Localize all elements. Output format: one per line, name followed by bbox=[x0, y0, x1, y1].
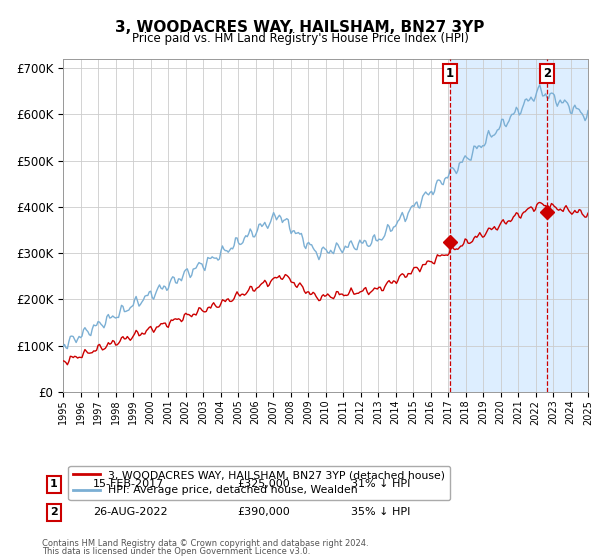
Text: 26-AUG-2022: 26-AUG-2022 bbox=[93, 507, 167, 517]
Bar bbox=[450, 59, 600, 392]
Text: 15-FEB-2017: 15-FEB-2017 bbox=[93, 479, 164, 489]
Text: Contains HM Land Registry data © Crown copyright and database right 2024.: Contains HM Land Registry data © Crown c… bbox=[42, 539, 368, 548]
Text: 1: 1 bbox=[446, 67, 454, 80]
Text: 2: 2 bbox=[50, 507, 58, 517]
Text: £325,000: £325,000 bbox=[237, 479, 290, 489]
Text: 3, WOODACRES WAY, HAILSHAM, BN27 3YP: 3, WOODACRES WAY, HAILSHAM, BN27 3YP bbox=[115, 20, 485, 35]
Text: £390,000: £390,000 bbox=[237, 507, 290, 517]
Text: Price paid vs. HM Land Registry's House Price Index (HPI): Price paid vs. HM Land Registry's House … bbox=[131, 32, 469, 45]
Text: This data is licensed under the Open Government Licence v3.0.: This data is licensed under the Open Gov… bbox=[42, 548, 310, 557]
Text: 1: 1 bbox=[50, 479, 58, 489]
Text: 2: 2 bbox=[543, 67, 551, 80]
Text: 35% ↓ HPI: 35% ↓ HPI bbox=[351, 507, 410, 517]
Text: 31% ↓ HPI: 31% ↓ HPI bbox=[351, 479, 410, 489]
Legend: 3, WOODACRES WAY, HAILSHAM, BN27 3YP (detached house), HPI: Average price, detac: 3, WOODACRES WAY, HAILSHAM, BN27 3YP (de… bbox=[68, 466, 450, 500]
